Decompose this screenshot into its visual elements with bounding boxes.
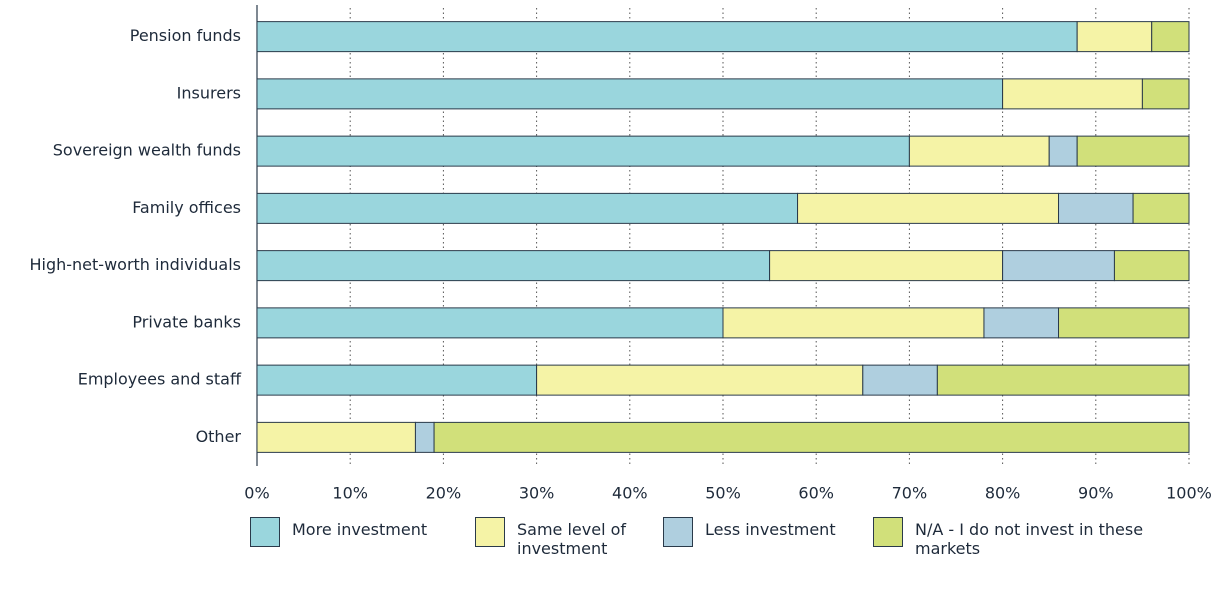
bar-segment	[1076, 21, 1153, 53]
x-tick-label: 90%	[1078, 484, 1114, 503]
y-tick-label: Private banks	[132, 312, 241, 331]
bar-segment	[256, 192, 799, 224]
y-tick-label: High-net-worth individuals	[29, 255, 241, 274]
x-tick-label: 20%	[426, 484, 462, 503]
x-tick-label: 30%	[519, 484, 555, 503]
legend-item: Same level of investment	[475, 517, 642, 558]
x-tick-label: 60%	[798, 484, 834, 503]
legend-label: More investment	[292, 520, 428, 539]
legend-label: N/A - I do not invest in these markets	[915, 520, 1144, 558]
bar-segment	[1048, 135, 1078, 167]
legend-label: Same level of investment	[517, 520, 627, 558]
bar-segment	[414, 421, 435, 453]
bar-segment	[1076, 135, 1190, 167]
bar-segment	[256, 21, 1078, 53]
bar-segment	[983, 307, 1060, 339]
y-tick-label: Sovereign wealth funds	[53, 141, 241, 160]
x-tick-label: 50%	[705, 484, 741, 503]
bar-segment	[256, 307, 724, 339]
bar-segment	[1058, 192, 1134, 224]
y-tick-label: Employees and staff	[78, 370, 242, 389]
bar-segment	[256, 250, 771, 282]
bar-segment	[1113, 250, 1190, 282]
x-tick-label: 10%	[332, 484, 368, 503]
bar-segment	[862, 364, 938, 396]
bar-segment	[722, 307, 985, 339]
y-tick-label: Insurers	[177, 83, 241, 102]
x-tick-label: 70%	[892, 484, 928, 503]
bar-segment	[797, 192, 1060, 224]
y-tick-label: Family offices	[132, 198, 241, 217]
legend-item: Less investment	[663, 517, 836, 547]
x-tick-label: 80%	[985, 484, 1021, 503]
y-tick-label: Other	[196, 427, 242, 446]
legend-item: More investment	[250, 517, 427, 547]
legend: More investment Same level of investment L…	[0, 517, 1219, 587]
legend-item: N/A - I do not invest in these markets	[873, 517, 1145, 558]
x-tick-label: 40%	[612, 484, 648, 503]
bar-segment	[433, 421, 1190, 453]
legend-swatch	[663, 517, 693, 547]
bar-segment	[1132, 192, 1190, 224]
bar-segment	[256, 421, 416, 453]
bar-segment	[1002, 78, 1143, 110]
x-tick-label: 100%	[1166, 484, 1212, 503]
y-tick-label: Pension funds	[130, 26, 241, 45]
bar-segment	[1151, 21, 1190, 53]
legend-swatch	[873, 517, 903, 547]
bar-segment	[936, 364, 1190, 396]
bar-segment	[1141, 78, 1190, 110]
bar-segment	[769, 250, 1004, 282]
legend-swatch	[475, 517, 505, 547]
bar-segment	[256, 364, 538, 396]
bar-segment	[1058, 307, 1190, 339]
bar-segment	[536, 364, 864, 396]
bar-segment	[908, 135, 1050, 167]
bar-segment	[256, 78, 1004, 110]
legend-swatch	[250, 517, 280, 547]
bar-segment	[256, 135, 910, 167]
legend-label: Less investment	[705, 520, 836, 539]
bar-segment	[1002, 250, 1115, 282]
chart: 0% 10% 20% 30% 40% 50% 60% 70% 80% 90% 100% Pension…	[29, 5, 1212, 503]
x-tick-label: 0%	[244, 484, 269, 503]
